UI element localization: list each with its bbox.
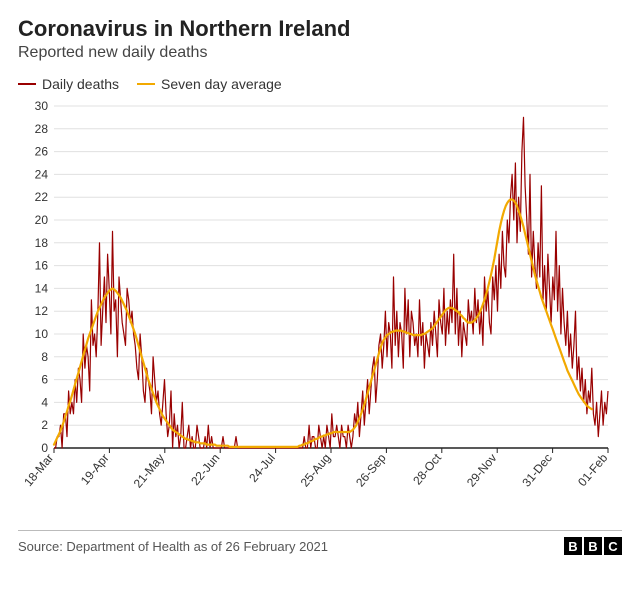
chart-area: 02468101214161820222426283018-Mar19-Apr2… bbox=[18, 98, 618, 518]
legend-item-daily: Daily deaths bbox=[18, 76, 119, 92]
legend-label-daily: Daily deaths bbox=[42, 76, 119, 92]
svg-text:16: 16 bbox=[35, 259, 49, 273]
svg-text:24: 24 bbox=[35, 167, 49, 181]
svg-text:24-Jul: 24-Jul bbox=[246, 451, 278, 485]
legend-swatch-avg bbox=[137, 83, 155, 86]
legend-item-avg: Seven day average bbox=[137, 76, 282, 92]
svg-text:31-Dec: 31-Dec bbox=[519, 451, 555, 490]
chart-subtitle: Reported new daily deaths bbox=[18, 44, 622, 62]
footer-divider bbox=[18, 530, 622, 531]
svg-text:22: 22 bbox=[35, 190, 49, 204]
legend-swatch-daily bbox=[18, 83, 36, 86]
svg-text:29-Nov: 29-Nov bbox=[464, 451, 500, 490]
svg-text:25-Aug: 25-Aug bbox=[298, 451, 334, 490]
svg-text:10: 10 bbox=[35, 327, 49, 341]
svg-text:28-Oct: 28-Oct bbox=[410, 450, 444, 487]
source-text: Source: Department of Health as of 26 Fe… bbox=[18, 539, 328, 554]
svg-text:20: 20 bbox=[35, 213, 49, 227]
svg-text:01-Feb: 01-Feb bbox=[575, 451, 610, 489]
svg-text:30: 30 bbox=[35, 99, 49, 113]
bbc-logo-b2: B bbox=[584, 537, 602, 555]
svg-text:26: 26 bbox=[35, 145, 49, 159]
svg-text:19-Apr: 19-Apr bbox=[78, 451, 112, 488]
chart-title: Coronavirus in Northern Ireland bbox=[18, 16, 622, 42]
svg-text:18: 18 bbox=[35, 236, 49, 250]
bbc-logo: B B C bbox=[564, 537, 622, 555]
svg-text:22-Jun: 22-Jun bbox=[188, 451, 222, 488]
svg-text:21-May: 21-May bbox=[131, 451, 167, 491]
svg-text:28: 28 bbox=[35, 122, 49, 136]
svg-text:26-Sep: 26-Sep bbox=[353, 451, 389, 490]
svg-text:8: 8 bbox=[41, 350, 48, 364]
svg-text:14: 14 bbox=[35, 281, 49, 295]
line-chart: 02468101214161820222426283018-Mar19-Apr2… bbox=[18, 98, 618, 518]
legend-label-avg: Seven day average bbox=[161, 76, 282, 92]
svg-text:2: 2 bbox=[41, 418, 48, 432]
bbc-logo-c: C bbox=[604, 537, 622, 555]
svg-text:6: 6 bbox=[41, 373, 48, 387]
svg-text:12: 12 bbox=[35, 304, 49, 318]
svg-text:18-Mar: 18-Mar bbox=[21, 451, 56, 489]
bbc-logo-b1: B bbox=[564, 537, 582, 555]
legend: Daily deaths Seven day average bbox=[18, 76, 622, 92]
svg-text:4: 4 bbox=[41, 395, 48, 409]
